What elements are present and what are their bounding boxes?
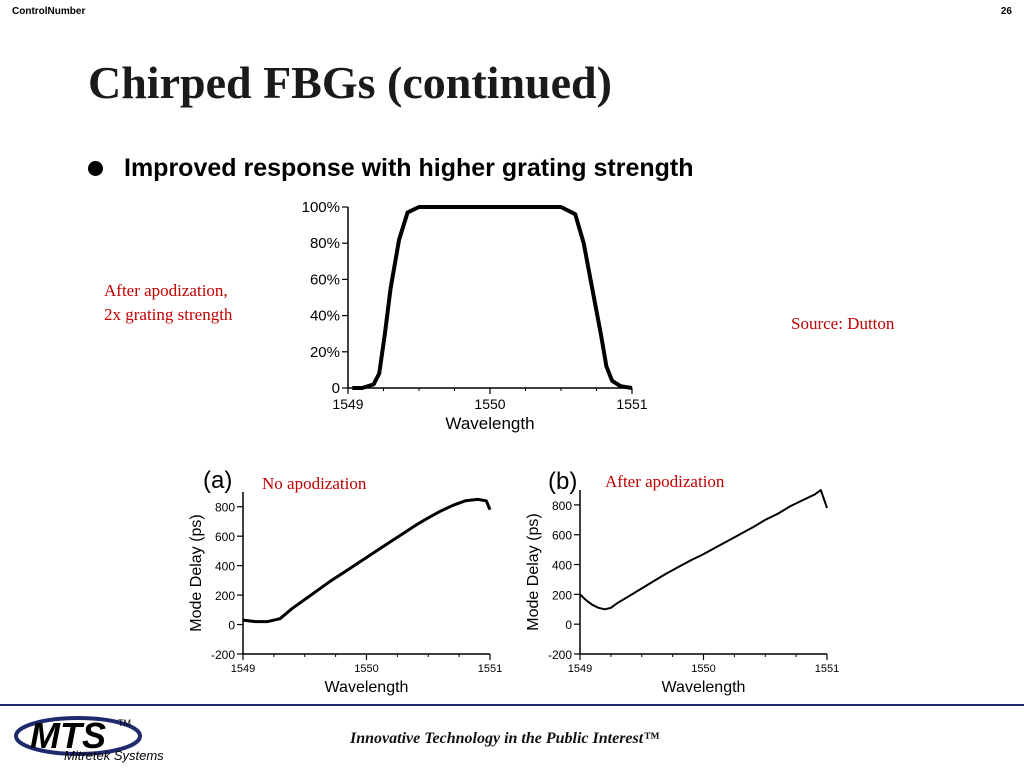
mode-delay-chart-a: -200 0 200 400 600 800 1549 1550 1551 Wavelength M…	[188, 467, 502, 696]
data-series-line	[242, 497, 492, 624]
source-note: Source: Dutton	[791, 314, 895, 333]
x-tick-label: 1551	[478, 663, 502, 675]
mitretek-logo: MTS TM Mitretek Systems	[14, 715, 164, 763]
y-tick-label: 0	[228, 619, 235, 633]
y-tick-label: 0	[332, 380, 340, 397]
y-tick-label: 100%	[302, 199, 340, 216]
page-number: 26	[1000, 6, 1012, 17]
y-tick-label: 800	[552, 499, 572, 513]
panel-label: (b)	[548, 468, 577, 495]
bullet-text: Improved response with higher grating st…	[124, 154, 694, 182]
y-tick-label: 200	[215, 589, 235, 603]
reflectivity-chart: 0 20% 40% 60% 80% 100% 1549 1550 1551 Wavelength	[302, 199, 648, 433]
bullet-dot-icon	[88, 161, 103, 176]
y-tick-label: 0	[565, 618, 572, 632]
y-tick-label: 600	[215, 530, 235, 544]
x-tick-label: 1549	[568, 663, 592, 675]
logo-tm: TM	[118, 718, 131, 728]
y-axis-label: Mode Delay (ps)	[188, 514, 205, 631]
x-tick-label: 1551	[616, 396, 647, 412]
x-axis-label: Wavelength	[325, 679, 409, 696]
data-series-line	[579, 489, 828, 611]
after-apodization-note: After apodization	[605, 472, 725, 491]
y-tick-label: -200	[548, 648, 572, 662]
footer-tagline: Innovative Technology in the Public Inte…	[350, 730, 660, 747]
y-tick-label: 80%	[310, 235, 340, 252]
y-tick-label: 400	[552, 559, 572, 573]
x-tick-label: 1550	[354, 663, 378, 675]
y-tick-label: 40%	[310, 308, 340, 325]
logo-text: MTS	[30, 715, 106, 756]
y-tick-label: 600	[552, 529, 572, 543]
y-tick-label: 200	[552, 588, 572, 602]
data-series-line	[352, 205, 633, 390]
y-tick-label: 800	[215, 501, 235, 515]
slide-title: Chirped FBGs (continued)	[88, 57, 612, 108]
mode-delay-chart-b: -200 0 200 400 600 800 1549 1550 1551 Wavelength M…	[525, 468, 839, 696]
x-tick-label: 1551	[815, 663, 839, 675]
footer-divider	[0, 704, 1024, 706]
panel-label: (a)	[203, 467, 232, 494]
apodization-note: After apodization, 2x grating strength	[104, 281, 233, 324]
no-apodization-note: No apodization	[262, 474, 367, 493]
y-tick-label: 20%	[310, 344, 340, 361]
y-axis-label: Mode Delay (ps)	[525, 513, 542, 630]
x-tick-label: 1550	[474, 396, 505, 412]
logo-subtitle: Mitretek Systems	[64, 748, 164, 763]
x-tick-label: 1550	[691, 663, 715, 675]
y-tick-label: 400	[215, 560, 235, 574]
x-tick-label: 1549	[231, 663, 255, 675]
x-tick-label: 1549	[332, 396, 363, 412]
control-number-label: ControlNumber	[12, 6, 86, 17]
y-tick-label: 60%	[310, 271, 340, 288]
x-axis-label: Wavelength	[662, 679, 746, 696]
x-axis-label: Wavelength	[445, 414, 534, 433]
y-tick-label: -200	[211, 648, 235, 662]
